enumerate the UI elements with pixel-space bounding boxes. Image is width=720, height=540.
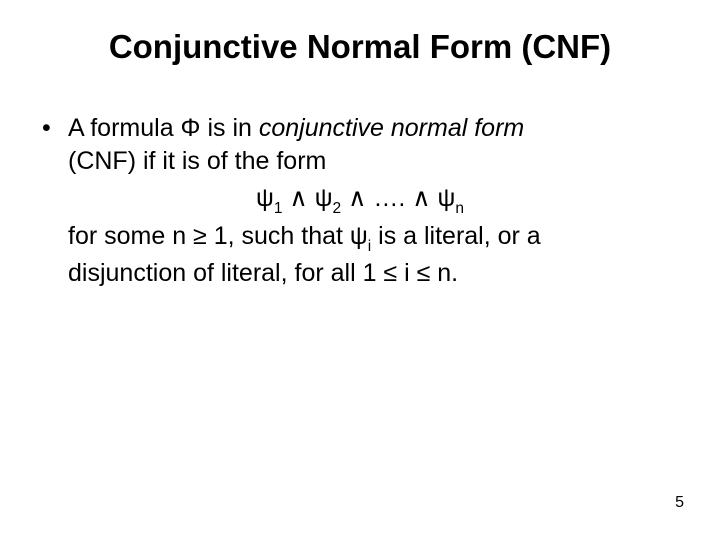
subscript: 2 xyxy=(333,200,342,217)
psi-symbol: ψ xyxy=(256,184,274,212)
subscript: i xyxy=(368,238,371,255)
bullet-item: • A formula Φ is in conjunctive normal f… xyxy=(40,112,680,178)
formula: ψ1 ∧ ψ2 ∧ …. ∧ ψn xyxy=(40,182,680,218)
dots: …. xyxy=(373,184,405,212)
slide-body: • A formula Φ is in conjunctive normal f… xyxy=(40,112,680,290)
wedge-symbol: ∧ xyxy=(289,184,307,212)
bullet-marker: • xyxy=(40,112,68,145)
text-run: for some n ≥ 1, such that ψ xyxy=(68,222,368,250)
subscript: 1 xyxy=(274,200,283,217)
slide-title: Conjunctive Normal Form (CNF) xyxy=(40,28,680,66)
text-run: A formula Φ is in xyxy=(68,114,259,142)
slide: Conjunctive Normal Form (CNF) • A formul… xyxy=(0,0,720,540)
wedge-symbol: ∧ xyxy=(348,184,366,212)
page-number: 5 xyxy=(675,494,684,512)
italic-term: conjunctive normal form xyxy=(259,114,524,142)
bullet-text: A formula Φ is in conjunctive normal for… xyxy=(68,112,680,178)
continuation-text: for some n ≥ 1, such that ψi is a litera… xyxy=(68,220,680,289)
text-run: is a literal, or a xyxy=(371,222,541,250)
wedge-symbol: ∧ xyxy=(412,184,430,212)
psi-symbol: ψ xyxy=(438,184,456,212)
psi-symbol: ψ xyxy=(315,184,333,212)
text-run: (CNF) if it is of the form xyxy=(68,147,326,175)
subscript: n xyxy=(455,200,464,217)
text-run: disjunction of literal, for all 1 ≤ i ≤ … xyxy=(68,259,458,287)
